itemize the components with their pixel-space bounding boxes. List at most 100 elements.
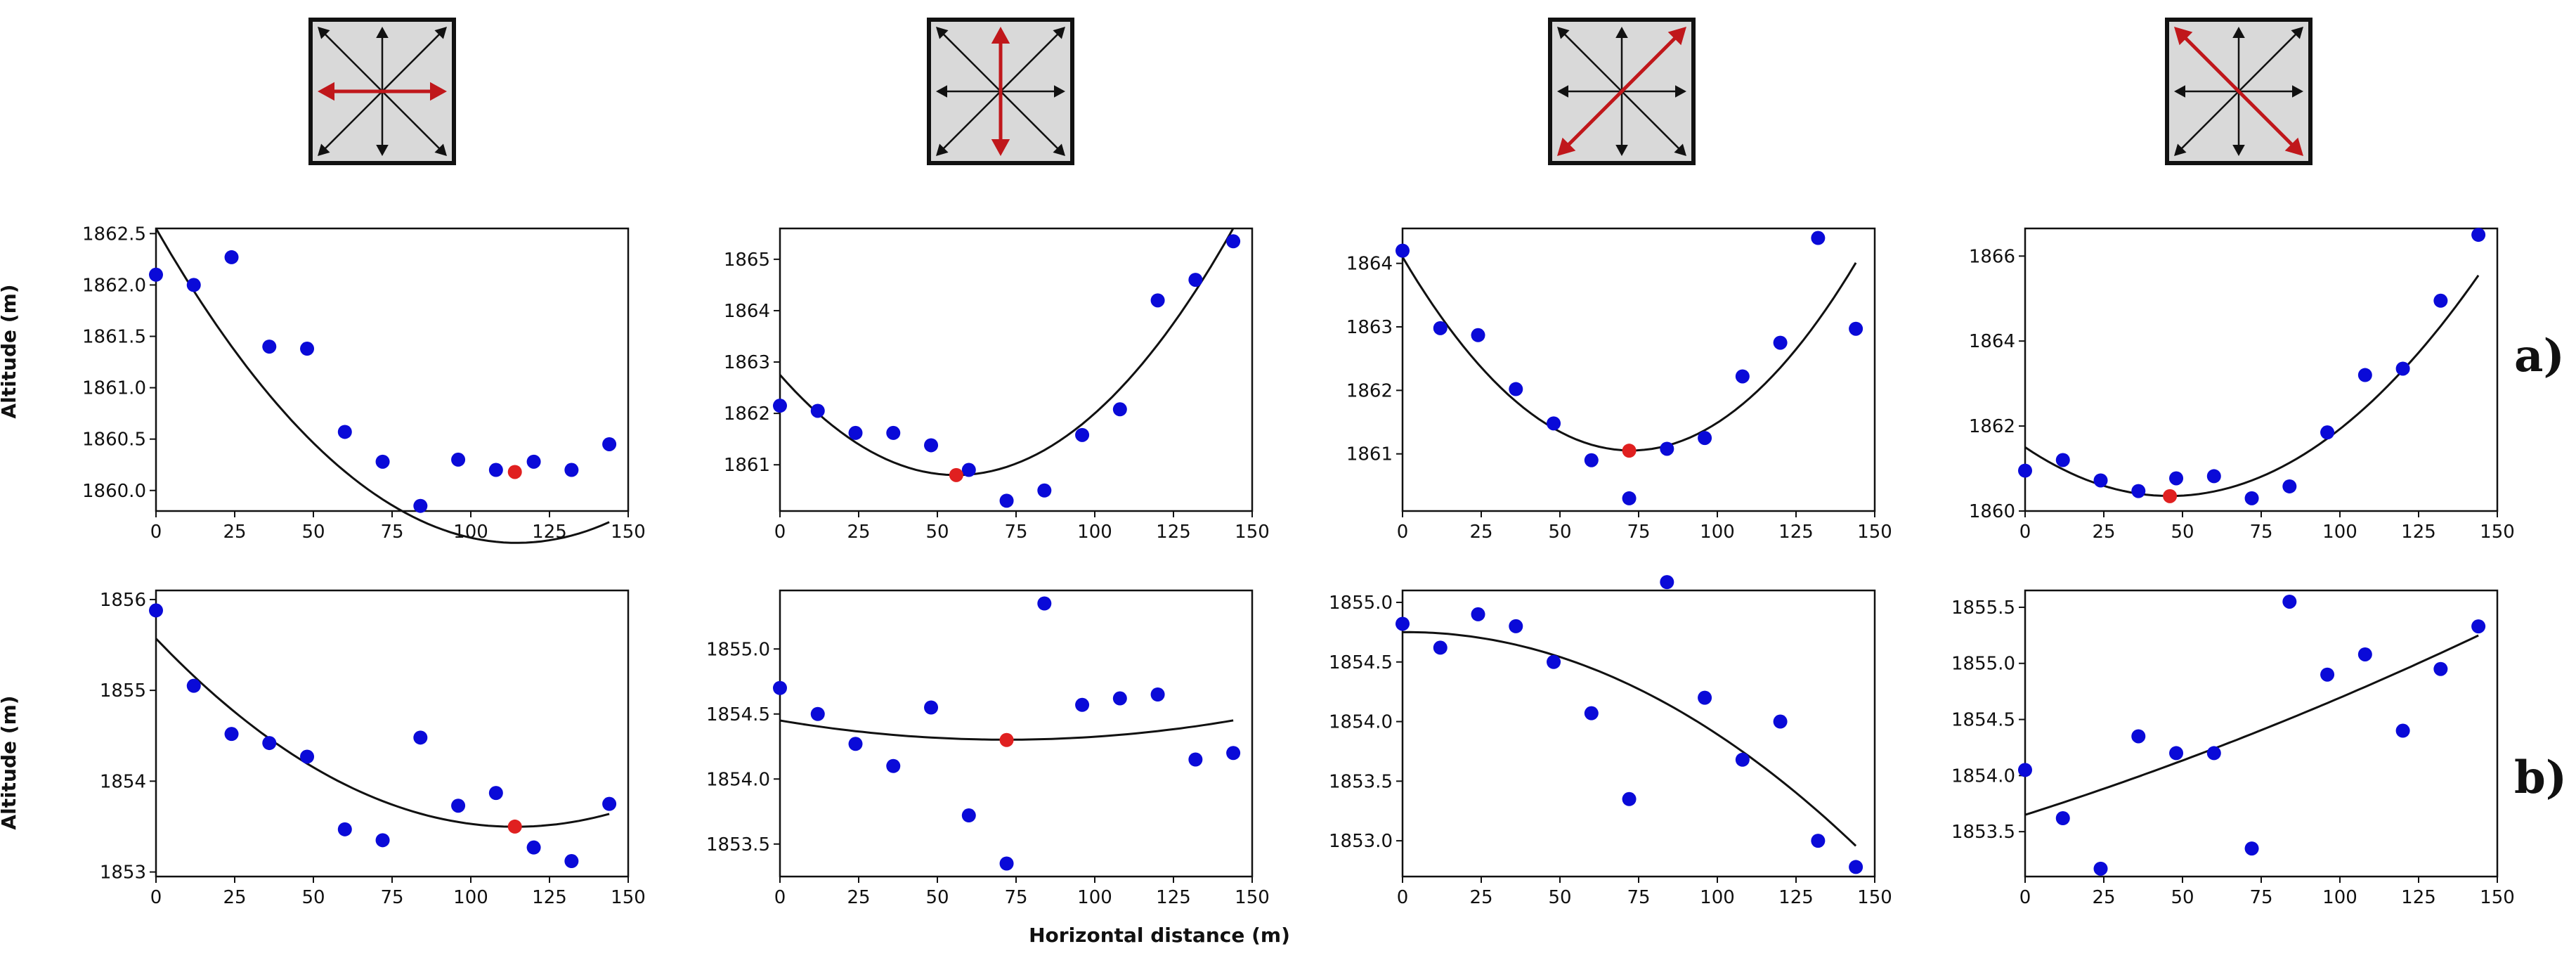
icon-arrow-diagonal-sw-ne-head-start [2174, 143, 2187, 156]
x-tick-label: 150 [1857, 887, 1892, 908]
xlabel: Horizontal distance (m) [1029, 924, 1290, 947]
data-point [848, 425, 863, 440]
data-point [1509, 619, 1523, 633]
ylabel-row-a-text: Altitude (m) [0, 284, 20, 418]
x-tick-label: 125 [1778, 522, 1814, 543]
data-point [2206, 746, 2221, 761]
y-tick-label: 1855.5 [1951, 597, 2015, 619]
y-tick-label: 1862 [1346, 380, 1393, 401]
data-point [2131, 729, 2146, 744]
icon-arrow-highlight-head-end [2284, 137, 2303, 156]
data-point [2131, 484, 2146, 498]
icon-arrow-horizontal-head-end [1054, 85, 1065, 98]
data-point [564, 463, 579, 477]
data-point [999, 493, 1014, 508]
fit-curve [1402, 631, 1857, 847]
data-point [1773, 335, 1788, 350]
icon-arrow-highlight-head-end [430, 82, 447, 101]
x-tick-label: 125 [1156, 887, 1191, 908]
icon-arrow-highlight-head-end [1667, 27, 1686, 46]
data-point [1112, 691, 1127, 706]
data-point [2018, 763, 2032, 777]
y-tick-label: 1854.0 [1951, 765, 2015, 787]
data-point [924, 438, 939, 453]
x-tick-label: 125 [2401, 887, 2436, 908]
y-tick-label: 1855.0 [706, 639, 770, 660]
data-point [488, 786, 503, 801]
y-tick-label: 1854.5 [706, 704, 770, 725]
data-point [1075, 697, 1090, 712]
y-tick-label: 1853.5 [1329, 771, 1393, 792]
data-point [2395, 723, 2410, 738]
horizontal-direction-icon [308, 18, 456, 165]
data-point [2055, 811, 2070, 826]
x-tick-label: 100 [453, 887, 488, 908]
y-tick-label: 1855 [100, 680, 146, 702]
icon-arrow-diagonal-sw-ne-head-end [2291, 27, 2303, 39]
data-point [186, 278, 201, 292]
data-point [2471, 228, 2486, 243]
data-point [1849, 860, 1863, 874]
data-point [2433, 293, 2448, 308]
data-point [1188, 273, 1203, 287]
data-point [2357, 647, 2372, 661]
x-tick-label: 75 [380, 887, 403, 908]
data-point [1188, 752, 1203, 767]
fit-curve [155, 638, 610, 828]
icon-arrow-horizontal-head-end [1675, 85, 1686, 98]
x-tick-label: 100 [2322, 522, 2357, 543]
y-tick-label: 1864 [1969, 331, 2015, 352]
y-tick-label: 1864 [1346, 254, 1393, 275]
icon-arrow-vertical-head-end [376, 145, 389, 156]
x-tick-label: 25 [1469, 887, 1492, 908]
panel-a-1: 0 25 50 75 100 125 1501860.01860.51861.01861.5… [82, 224, 646, 544]
data-point [2093, 473, 2108, 488]
data-point [2320, 667, 2335, 682]
data-point [999, 856, 1014, 871]
data-point [224, 250, 239, 264]
icon-arrow-vertical-head-start [2232, 27, 2245, 38]
panel-b-3: 0 25 50 75 100 125 150 1853.0 1853.5 1854.0 1854.5… [1329, 575, 1892, 908]
data-point [1396, 243, 1410, 258]
data-point [1037, 483, 1052, 498]
y-tick-label: 1856 [100, 590, 146, 611]
x-tick-label: 75 [380, 522, 403, 543]
data-point [1037, 596, 1052, 611]
data-point [375, 454, 390, 469]
data-point [2055, 453, 2070, 467]
panel-b-2: 0 25 50 75 100 125 150 1853.5 1854.0 1854.5 1855.0 [706, 589, 1270, 908]
x-tick-label: 125 [1156, 522, 1191, 543]
data-point [1622, 791, 1637, 806]
icon-arrow-diagonal-nw-se-head-end [1053, 143, 1065, 156]
data-point [451, 799, 466, 813]
data-point [1811, 231, 1826, 245]
y-tick-label: 1853 [100, 862, 146, 884]
icon-arrow-highlight-head-start [2174, 27, 2193, 46]
x-tick-label: 150 [611, 887, 646, 908]
data-point [2433, 661, 2448, 676]
scatter-panels: 0 25 50 75 100 125 150 1860.0 1860.5 1861.0 1861.5… [82, 224, 2515, 908]
direction-icons [308, 18, 2312, 165]
panel-b-1: 0 25 50 75 100 125 150 1853 1854 1855 1856 [100, 589, 646, 908]
data-point [2471, 619, 2486, 634]
data-point [1584, 706, 1599, 720]
data-point [1735, 369, 1750, 384]
data-point [2169, 471, 2184, 486]
x-tick-label: 25 [223, 522, 246, 543]
data-point [1811, 834, 1826, 848]
x-tick-label: 150 [611, 522, 646, 543]
icon-arrow-diagonal-sw-ne-head-end [434, 27, 447, 39]
data-point [1698, 690, 1712, 705]
x-tick-label: 75 [1004, 522, 1027, 543]
icon-arrow-horizontal-head-start [936, 85, 947, 98]
x-tick-label: 75 [2249, 522, 2272, 543]
x-tick-label: 100 [1077, 522, 1112, 543]
data-point [2282, 479, 2297, 493]
x-tick-label: 25 [1469, 522, 1492, 543]
data-point [2018, 463, 2032, 478]
data-point [2169, 746, 2184, 761]
axes-frame [779, 589, 1254, 878]
data-point [2395, 361, 2410, 376]
x-tick-label: 75 [1004, 887, 1027, 908]
y-tick-label: 1860.5 [82, 429, 146, 451]
